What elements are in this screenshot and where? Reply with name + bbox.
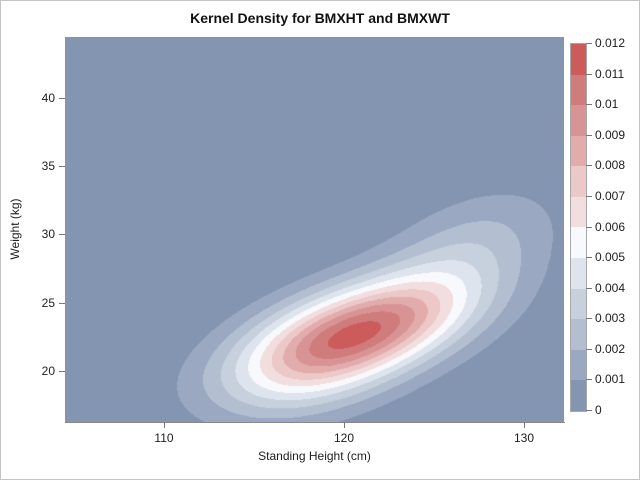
colorbar-segment bbox=[571, 44, 586, 75]
colorbar-tick-label: 0.004 bbox=[595, 281, 626, 295]
colorbar-segment bbox=[571, 288, 586, 320]
density-contour-canvas bbox=[65, 37, 564, 422]
colorbar-tick-label: 0 bbox=[595, 403, 602, 417]
colorbar-tick-label: 0.01 bbox=[595, 97, 619, 111]
x-axis-label: Standing Height (cm) bbox=[258, 449, 371, 463]
y-tick-label: 40 bbox=[41, 91, 55, 105]
colorbar-segment bbox=[571, 74, 586, 106]
colorbar-tick-mark bbox=[586, 43, 592, 44]
y-tick-label: 30 bbox=[41, 227, 55, 241]
colorbar-segment bbox=[571, 258, 586, 289]
x-tick-label: 130 bbox=[513, 431, 535, 445]
colorbar-gradient bbox=[570, 43, 587, 412]
colorbar-tick-label: 0.008 bbox=[595, 158, 626, 172]
x-tick-mark bbox=[344, 422, 345, 428]
colorbar-tick-label: 0.011 bbox=[595, 67, 625, 81]
colorbar-tick-label: 0.002 bbox=[595, 342, 626, 356]
colorbar-tick-mark bbox=[586, 410, 592, 411]
y-tick-mark bbox=[59, 98, 65, 99]
colorbar-segment bbox=[571, 380, 586, 411]
y-axis-label: Weight (kg) bbox=[8, 198, 22, 260]
colorbar-segment bbox=[571, 196, 586, 228]
y-tick-mark bbox=[59, 371, 65, 372]
colorbar-tick-label: 0.005 bbox=[595, 250, 626, 264]
colorbar-segment bbox=[571, 349, 586, 381]
x-tick-label: 120 bbox=[333, 431, 355, 445]
colorbar-tick-label: 0.009 bbox=[595, 128, 626, 142]
colorbar-tick-label: 0.007 bbox=[595, 189, 626, 203]
chart-title: Kernel Density for BMXHT and BMXWT bbox=[190, 10, 450, 26]
colorbar-tick-mark bbox=[586, 227, 592, 228]
colorbar-tick-mark bbox=[586, 135, 592, 136]
colorbar-tick-label: 0.012 bbox=[595, 36, 626, 50]
y-tick-mark bbox=[59, 166, 65, 167]
x-tick-label: 110 bbox=[154, 431, 174, 445]
colorbar-tick-mark bbox=[586, 104, 592, 105]
colorbar-tick-mark bbox=[586, 74, 592, 75]
colorbar-segment bbox=[571, 227, 586, 259]
colorbar-tick-label: 0.006 bbox=[595, 220, 626, 234]
colorbar-tick-label: 0.001 bbox=[595, 372, 626, 386]
x-tick-mark bbox=[164, 422, 165, 428]
colorbar-segment bbox=[571, 105, 586, 136]
y-tick-mark bbox=[59, 234, 65, 235]
x-tick-mark bbox=[524, 422, 525, 428]
colorbar-tick-mark bbox=[586, 288, 592, 289]
y-tick-label: 35 bbox=[41, 159, 55, 173]
x-axis-line bbox=[65, 422, 565, 423]
colorbar-tick-mark bbox=[586, 165, 592, 166]
colorbar-segment bbox=[571, 135, 586, 167]
colorbar-segment bbox=[571, 166, 586, 197]
colorbar-tick-label: 0.003 bbox=[595, 311, 626, 325]
colorbar-tick-mark bbox=[586, 196, 592, 197]
y-tick-mark bbox=[59, 303, 65, 304]
plot-area bbox=[65, 37, 564, 422]
colorbar-segment bbox=[571, 319, 586, 350]
colorbar-tick-mark bbox=[586, 257, 592, 258]
colorbar-tick-mark bbox=[586, 379, 592, 380]
y-tick-label: 20 bbox=[41, 364, 55, 378]
colorbar-tick-mark bbox=[586, 349, 592, 350]
y-tick-label: 25 bbox=[41, 296, 55, 310]
colorbar-tick-mark bbox=[586, 318, 592, 319]
